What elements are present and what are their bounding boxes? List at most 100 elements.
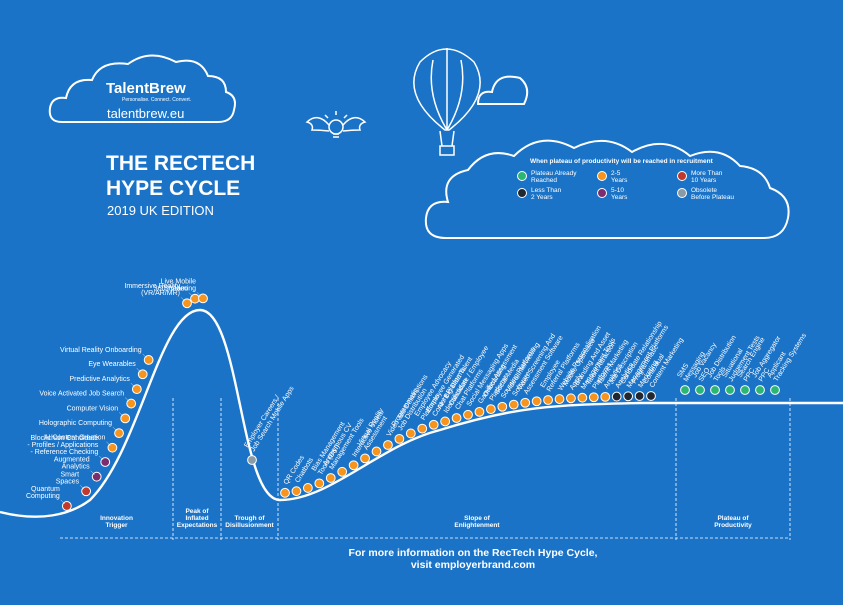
tech-qr-codes-marker[interactable]: [280, 487, 290, 498]
legend-label: Reached: [531, 177, 557, 184]
tech-programmatic-job-distribution-marker[interactable]: [394, 433, 405, 444]
tech-branding-and-asset-management-tools-marker[interactable]: [577, 392, 588, 403]
tech-programmatic-marketing-marker[interactable]: [634, 391, 645, 401]
tech-unlabeled-11-marker[interactable]: [405, 428, 416, 439]
legend-swatch: [677, 188, 687, 198]
tech-talent-marketing-analytics-marker[interactable]: [600, 391, 611, 402]
tech-job-vacancy-seo-marker[interactable]: [695, 385, 705, 395]
tech-virtual-reality-assessment-marker[interactable]: [360, 453, 370, 464]
winged-lightbulb-icon: [305, 111, 367, 138]
legend-label: 5-10: [611, 187, 624, 194]
legend-title: When plateau of productivity will be rea…: [530, 158, 714, 165]
tech-predictive-analytics-label: Predictive Analytics: [70, 376, 131, 383]
tech-interactive-video-marker[interactable]: [348, 460, 359, 471]
leader-line: [119, 412, 124, 417]
tech-label-line: Immersive Reality: [124, 283, 180, 290]
phase-label: Slope of: [464, 515, 490, 522]
phase-label: Innovation: [100, 515, 133, 522]
tech-label-line: Streaming: [164, 285, 196, 292]
tech-video-interviewing-software-marker[interactable]: [508, 399, 519, 410]
tech-job-distribution-tools-marker[interactable]: [710, 385, 720, 395]
tech-onboarding-platforms-marker[interactable]: [485, 404, 496, 415]
tech-contextual-content-marketing-marker[interactable]: [646, 391, 656, 401]
logo-cloud: [48, 54, 236, 123]
phase-label: Disillusionment: [225, 522, 274, 529]
tech-anonymous-cv-management-tools-marker[interactable]: [325, 473, 336, 483]
tech-blockchain-candidate-profiles-applications-reference-checking-label: Blockchain Candidate- Profiles / Applica…: [27, 435, 98, 456]
leader-line: [188, 292, 194, 297]
leader-line: [90, 470, 95, 475]
tech-talent-attraction-platforms-marker[interactable]: [588, 392, 599, 403]
legend-cloud: [424, 139, 790, 239]
tech-label-line: Analytics: [62, 464, 91, 471]
legend-label: Years: [611, 177, 628, 184]
tech-chatbots-marker[interactable]: [291, 486, 302, 497]
tech-video-job-descriptions-marker[interactable]: [383, 440, 393, 450]
phase-label: Enlightenment: [454, 522, 500, 529]
phase-label: Inflated: [185, 515, 208, 522]
tech-candidate-employee-chat-platforms-marker[interactable]: [451, 413, 462, 423]
tech-label-line: Blockchain Candidate: [31, 435, 99, 442]
tech-video-screening-and-assessment-software-marker[interactable]: [520, 397, 531, 408]
tech-gamified-assessment-marker[interactable]: [474, 406, 485, 417]
legend-label: 10 Years: [691, 177, 717, 184]
tech-unlabeled-5-marker[interactable]: [337, 466, 348, 477]
tech-employee-referral-platforms-marker[interactable]: [543, 395, 553, 405]
tech-applicant-tracking-systems-marker[interactable]: [770, 385, 780, 395]
tech-website-personalisation-marker[interactable]: [554, 394, 565, 404]
legend-swatch: [517, 171, 527, 181]
website-link[interactable]: talentbrew.eu: [107, 106, 184, 121]
tech-label-line: Computer Vision: [67, 405, 119, 412]
tech-job-description-analytics-marker[interactable]: [611, 391, 622, 402]
tech-label-line: - Reference Checking: [31, 449, 99, 456]
tech-social-messaging-apps-marker[interactable]: [463, 409, 473, 420]
tech-candidate-relationship-management-platforms-marker[interactable]: [623, 391, 634, 402]
tech-virtual-reality-onboarding-label: Virtual Reality Onboarding: [60, 347, 142, 354]
legend-label: Plateau Already: [531, 170, 577, 177]
legend-label: Obsolete: [691, 187, 717, 194]
phase-label: Trough of: [235, 515, 266, 522]
footer-line-2[interactable]: visit employerbrand.com: [411, 559, 535, 571]
leader-line: [180, 297, 186, 302]
footer-line-1: For more information on the RecTech Hype…: [349, 547, 598, 559]
tech-ai-big-data-talent-identification-marker[interactable]: [440, 416, 451, 427]
logo-tagline: Personalise. Connect. Convert.: [122, 97, 191, 103]
tech-employee-generated-content-platforms-marker[interactable]: [428, 419, 439, 430]
title-line-2: HYPE CYCLE: [106, 177, 240, 200]
tech-mobile-optimised-apply-marker[interactable]: [566, 393, 576, 404]
tech-employee-advocacy-platforms-marker[interactable]: [417, 423, 428, 434]
tech-unlabeled-2-marker[interactable]: [302, 483, 313, 493]
tech-label-line: Spaces: [56, 478, 80, 485]
hype-curve: [0, 308, 843, 518]
tech-job-aggregator-ppc-marker[interactable]: [755, 385, 765, 395]
tech-unlabeled-22-marker[interactable]: [531, 396, 542, 407]
phase-label: Productivity: [714, 522, 752, 529]
tech-immersive-reality-vr-ar-mr-label: Immersive Reality(VR/AR/MR): [124, 283, 180, 297]
leader-line: [106, 441, 111, 446]
legend-label: More Than: [691, 170, 723, 177]
tech-label-line: AI Content Creation: [44, 435, 106, 442]
tech-label-line: Virtual Reality Onboarding: [60, 347, 142, 354]
leader-line: [196, 292, 202, 297]
tech-label-line: Augmented: [54, 457, 90, 464]
tech-bias-management-tools-d-i-marker[interactable]: [314, 478, 325, 489]
leader-line: [136, 368, 141, 373]
tech-social-media-sourcing-platforms-marker[interactable]: [497, 401, 508, 412]
tech-unlabeled-8-marker[interactable]: [371, 446, 382, 457]
tech-situational-judgement-tests-marker[interactable]: [725, 385, 735, 395]
tech-sms-messaging-marker[interactable]: [680, 385, 690, 395]
phase-label: Trigger: [105, 522, 128, 529]
tech-search-engine-ppc-marker[interactable]: [740, 385, 750, 395]
tech-employer-careers-job-search-mobile-apps-marker[interactable]: [247, 455, 257, 465]
phase-label: Peak of: [185, 508, 209, 515]
tech-label-line: (VR/AR/MR): [141, 290, 180, 297]
